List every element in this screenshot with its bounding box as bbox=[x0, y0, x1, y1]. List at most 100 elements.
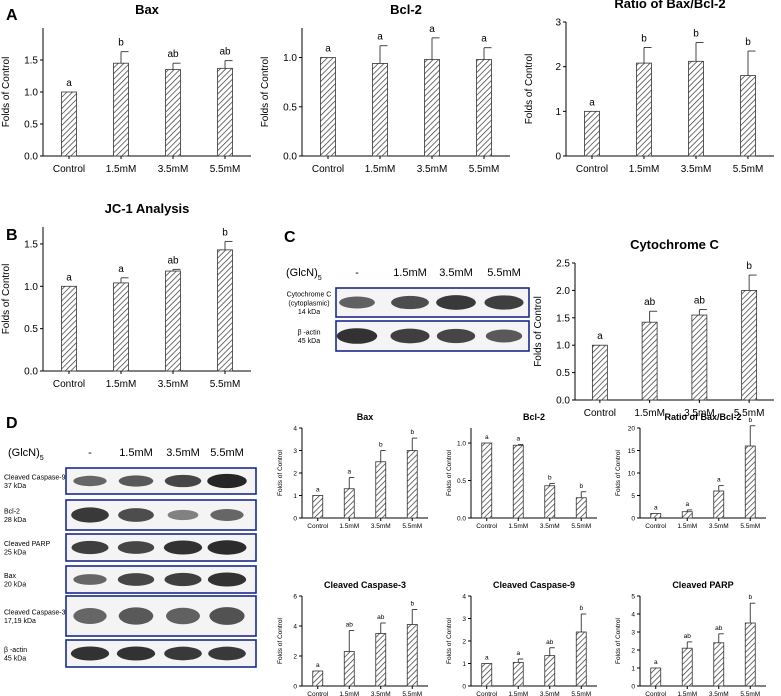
lane-label: - bbox=[88, 447, 92, 459]
chart-a-bcl2: Bcl-2 0.0 0.5 1.0 Folds of Control a Control a 1… bbox=[260, 2, 510, 175]
bar bbox=[713, 490, 725, 519]
x-tick-label: 5.5mM bbox=[402, 523, 422, 530]
blot-row-label: 45 kDa bbox=[4, 656, 26, 663]
significance-label: ab bbox=[346, 622, 354, 629]
blot-band bbox=[117, 541, 155, 554]
western-blot-panel-d: (GlcN)5 - 1.5mM 3.5mM 5.5mM Cleaved Caspase-9… bbox=[4, 447, 257, 668]
blot-band bbox=[164, 646, 202, 661]
x-tick-label: 1.5mM bbox=[508, 691, 528, 696]
bar bbox=[476, 59, 492, 157]
x-tick-label: 1.5mM bbox=[629, 164, 660, 175]
significance-label: b bbox=[548, 475, 552, 482]
y-tick-label: 15 bbox=[628, 448, 636, 455]
blot-band bbox=[118, 607, 154, 625]
lane-label: 3.5mM bbox=[439, 267, 473, 279]
blot-band bbox=[117, 573, 155, 586]
blot-band bbox=[391, 295, 429, 310]
chart-title: Bcl-2 bbox=[523, 412, 545, 422]
y-tick-label: 4 bbox=[631, 611, 635, 618]
y-tick-label: 1.0 bbox=[283, 53, 297, 64]
bar bbox=[481, 442, 493, 519]
x-tick-label: 5.5mM bbox=[402, 691, 422, 696]
bar bbox=[343, 488, 355, 519]
blot-row-label: β -actin bbox=[297, 329, 320, 336]
chart-d-casp3: Cleaved Caspase-3 0 2 4 6 Folds of Control a Co… bbox=[277, 580, 428, 696]
blot-row-label: Bax bbox=[4, 573, 17, 580]
bar bbox=[165, 270, 181, 372]
x-tick-label: 5.5mM bbox=[210, 379, 241, 390]
x-tick-label: 1.5mM bbox=[106, 379, 137, 390]
blot-band bbox=[73, 574, 107, 585]
x-tick-label: 3.5mM bbox=[371, 523, 391, 530]
bar bbox=[375, 633, 387, 687]
bar bbox=[688, 60, 704, 157]
chart-d-parp: Cleaved PARP 0 1 2 3 4 5 Folds of Control a Contr… bbox=[615, 580, 766, 696]
significance-label: a bbox=[654, 505, 658, 512]
blot-band bbox=[436, 328, 476, 344]
chart-d-casp9: Cleaved Caspase-9 0 1 2 3 4 Folds of Control a C… bbox=[446, 580, 597, 696]
x-tick-label: 3.5mM bbox=[681, 164, 712, 175]
x-tick-label: 5.5mM bbox=[571, 691, 591, 696]
significance-label: a bbox=[597, 331, 603, 342]
y-tick-label: 1.0 bbox=[24, 88, 38, 99]
blot-band bbox=[436, 295, 476, 310]
bar bbox=[217, 249, 233, 372]
bar bbox=[575, 497, 587, 519]
bar bbox=[512, 661, 524, 687]
significance-label: b bbox=[410, 601, 414, 608]
y-tick-label: 4 bbox=[293, 623, 297, 630]
chart-title: Bax bbox=[135, 2, 160, 17]
lane-label: 3.5mM bbox=[166, 447, 200, 459]
blot-band bbox=[73, 475, 107, 487]
y-tick-label: 1 bbox=[462, 661, 466, 668]
treatment-label: (GlcN)5 bbox=[8, 447, 44, 462]
bar bbox=[741, 289, 758, 401]
blot-band bbox=[71, 540, 109, 555]
bar bbox=[61, 285, 77, 372]
y-tick-label: 1.0 bbox=[24, 282, 38, 293]
significance-label: a bbox=[717, 477, 721, 484]
bar bbox=[681, 647, 693, 687]
bar bbox=[575, 631, 587, 687]
y-tick-label: 0.5 bbox=[457, 478, 466, 485]
significance-label: a bbox=[316, 662, 320, 669]
bar bbox=[375, 461, 387, 519]
blot-band bbox=[118, 508, 154, 522]
significance-label: ab bbox=[715, 625, 723, 632]
x-tick-label: 5.5mM bbox=[740, 691, 760, 696]
y-tick-label: 4 bbox=[462, 593, 466, 600]
bar bbox=[650, 667, 662, 687]
y-tick-label: 1 bbox=[631, 665, 635, 672]
y-tick-label: 1.5 bbox=[24, 239, 38, 250]
chart-d-ratio: Ratio of Bax/Bcl-2 0 5 10 15 20 Folds of Contr… bbox=[615, 412, 766, 530]
bar bbox=[544, 655, 556, 687]
lane-label: 5.5mM bbox=[210, 447, 244, 459]
bar bbox=[636, 62, 652, 157]
blot-row: Bax 20 kDa bbox=[4, 565, 257, 594]
bar bbox=[406, 450, 418, 519]
y-tick-label: 5 bbox=[631, 493, 635, 500]
lane-label: 1.5mM bbox=[393, 267, 427, 279]
y-tick-label: 1.5 bbox=[24, 56, 38, 67]
blot-row-label: 20 kDa bbox=[4, 582, 26, 589]
significance-label: a bbox=[377, 32, 383, 43]
bar bbox=[744, 622, 756, 687]
x-tick-label: Control bbox=[307, 691, 329, 696]
x-tick-label: Control bbox=[645, 523, 667, 530]
blot-band bbox=[207, 473, 247, 489]
significance-label: b bbox=[745, 37, 751, 48]
chart-title: Ratio of Bax/Bcl-2 bbox=[614, 0, 725, 11]
x-tick-label: 3.5mM bbox=[158, 164, 189, 175]
chart-title: Cleaved PARP bbox=[672, 580, 733, 590]
x-tick-label: Control bbox=[53, 379, 85, 390]
blot-band bbox=[207, 540, 247, 555]
significance-label: b bbox=[222, 227, 228, 238]
significance-label: a bbox=[589, 97, 595, 108]
y-tick-label: 3 bbox=[293, 448, 297, 455]
bar bbox=[165, 69, 181, 157]
blot-band bbox=[116, 646, 156, 661]
x-tick-label: 1.5mM bbox=[339, 523, 359, 530]
x-tick-label: 5.5mM bbox=[210, 164, 241, 175]
significance-label: a bbox=[347, 469, 351, 476]
